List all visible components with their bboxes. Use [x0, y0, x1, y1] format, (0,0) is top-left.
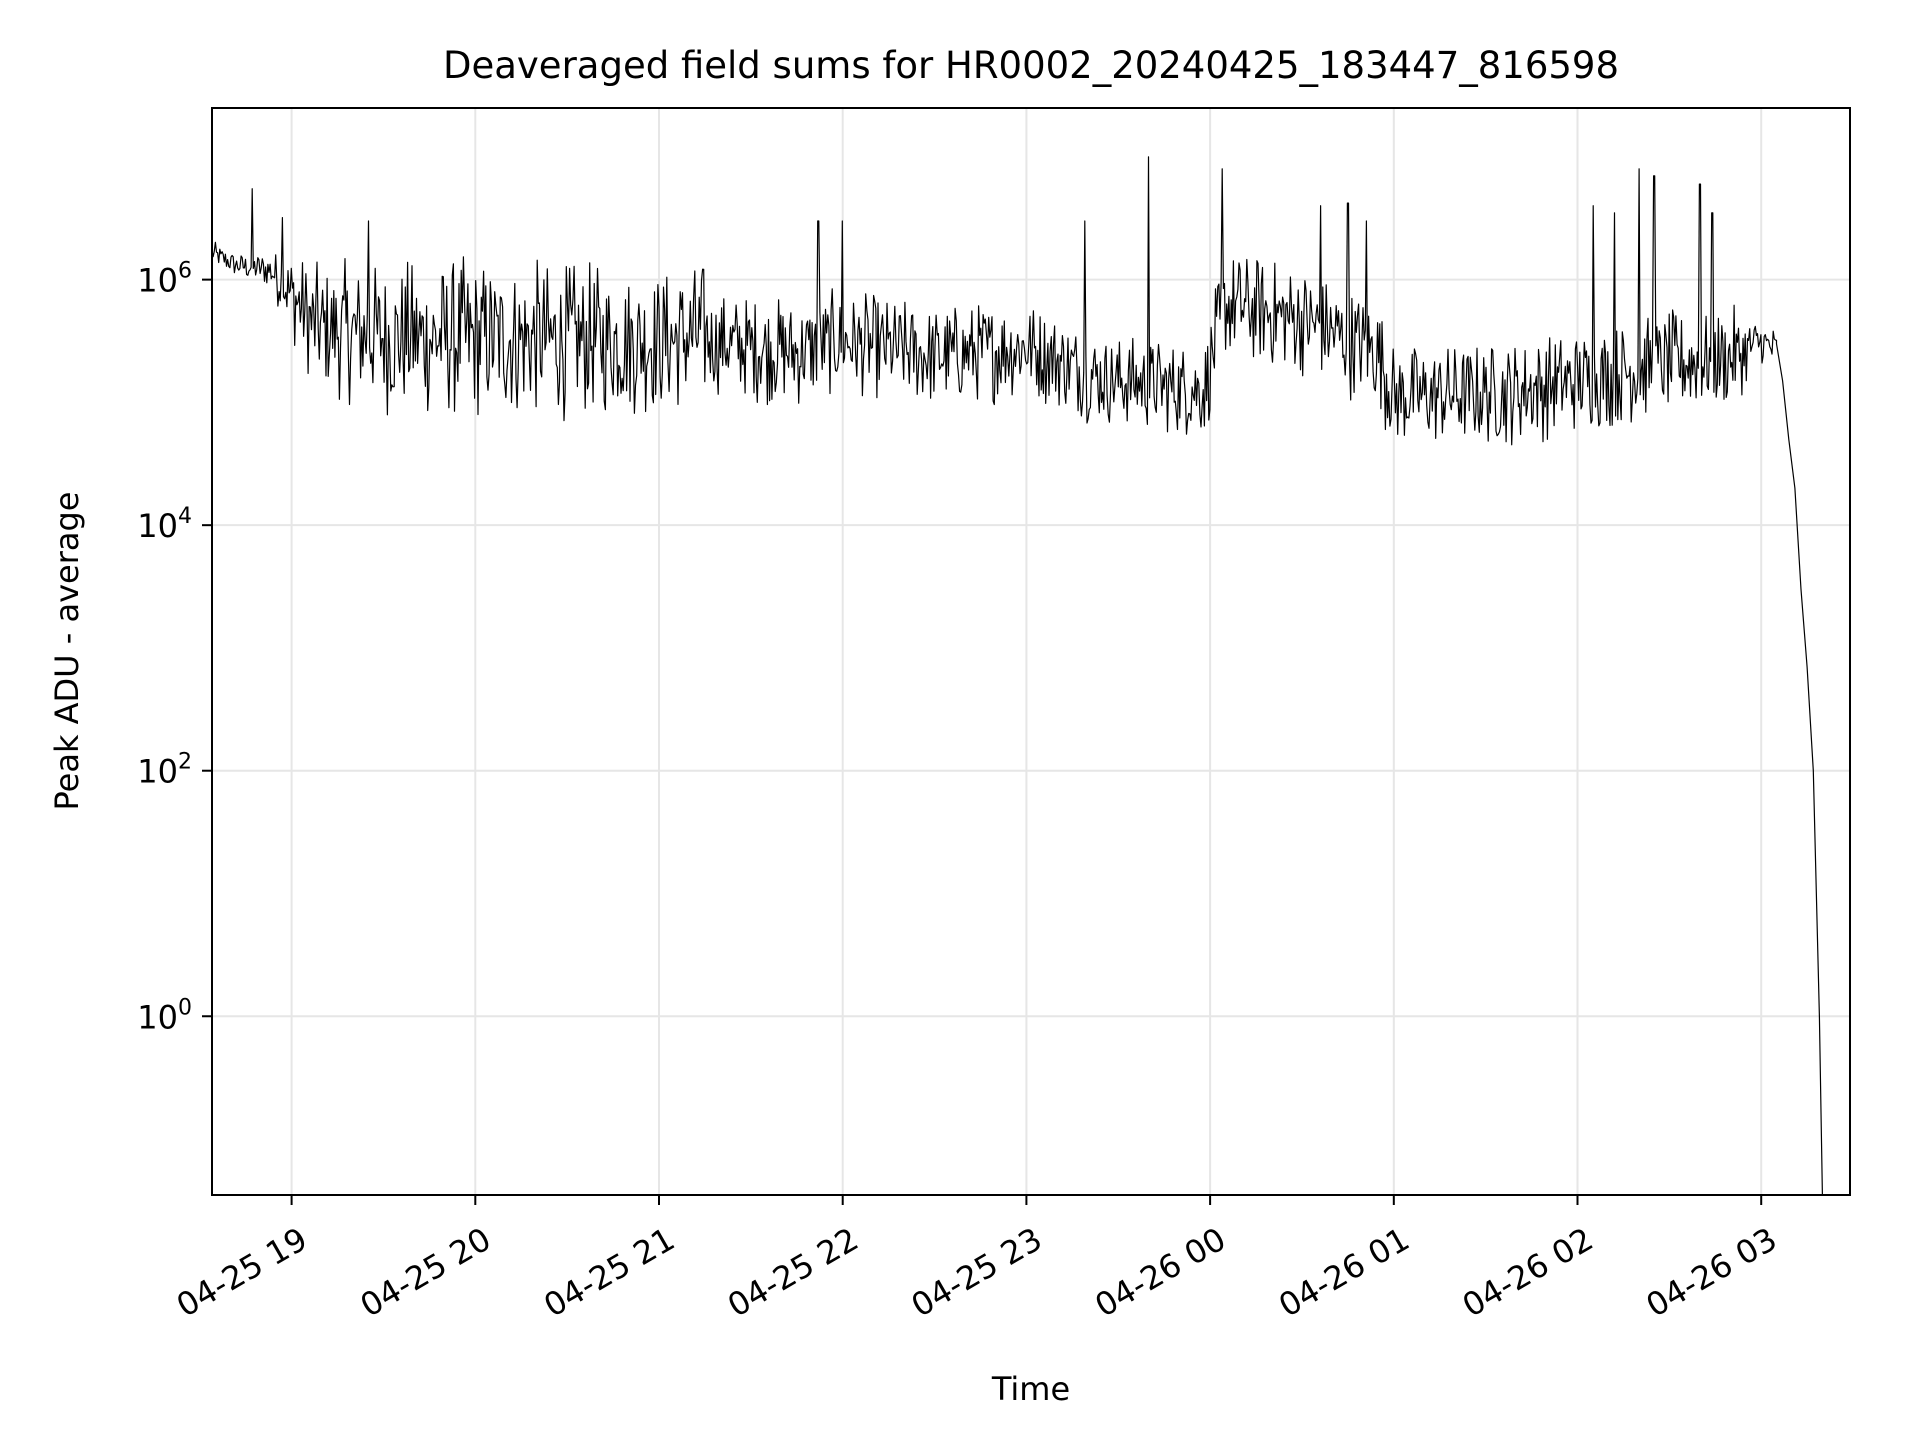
y-tick-base: 10: [137, 998, 178, 1036]
y-tick-label: 102: [137, 750, 192, 791]
series-line: [212, 156, 1823, 1195]
y-tick-exponent: 2: [178, 750, 192, 775]
x-axis-label: Time: [991, 1370, 1070, 1408]
grid: [212, 108, 1850, 1195]
chart-title: Deaveraged field sums for HR0002_2024042…: [443, 44, 1619, 87]
y-tick-exponent: 0: [178, 995, 192, 1020]
y-tick-label: 100: [137, 995, 192, 1036]
y-tick-label: 104: [137, 504, 192, 545]
plot-frame: [211, 107, 1851, 1196]
y-tick-label: 106: [137, 259, 192, 300]
y-tick-base: 10: [137, 507, 178, 545]
y-tick-base: 10: [137, 753, 178, 791]
series-group: [212, 156, 1823, 1195]
y-tick-exponent: 6: [178, 259, 192, 284]
y-tick-exponent: 4: [178, 504, 192, 529]
y-axis-label: Peak ADU - average: [48, 492, 86, 811]
y-tick-base: 10: [137, 262, 178, 300]
